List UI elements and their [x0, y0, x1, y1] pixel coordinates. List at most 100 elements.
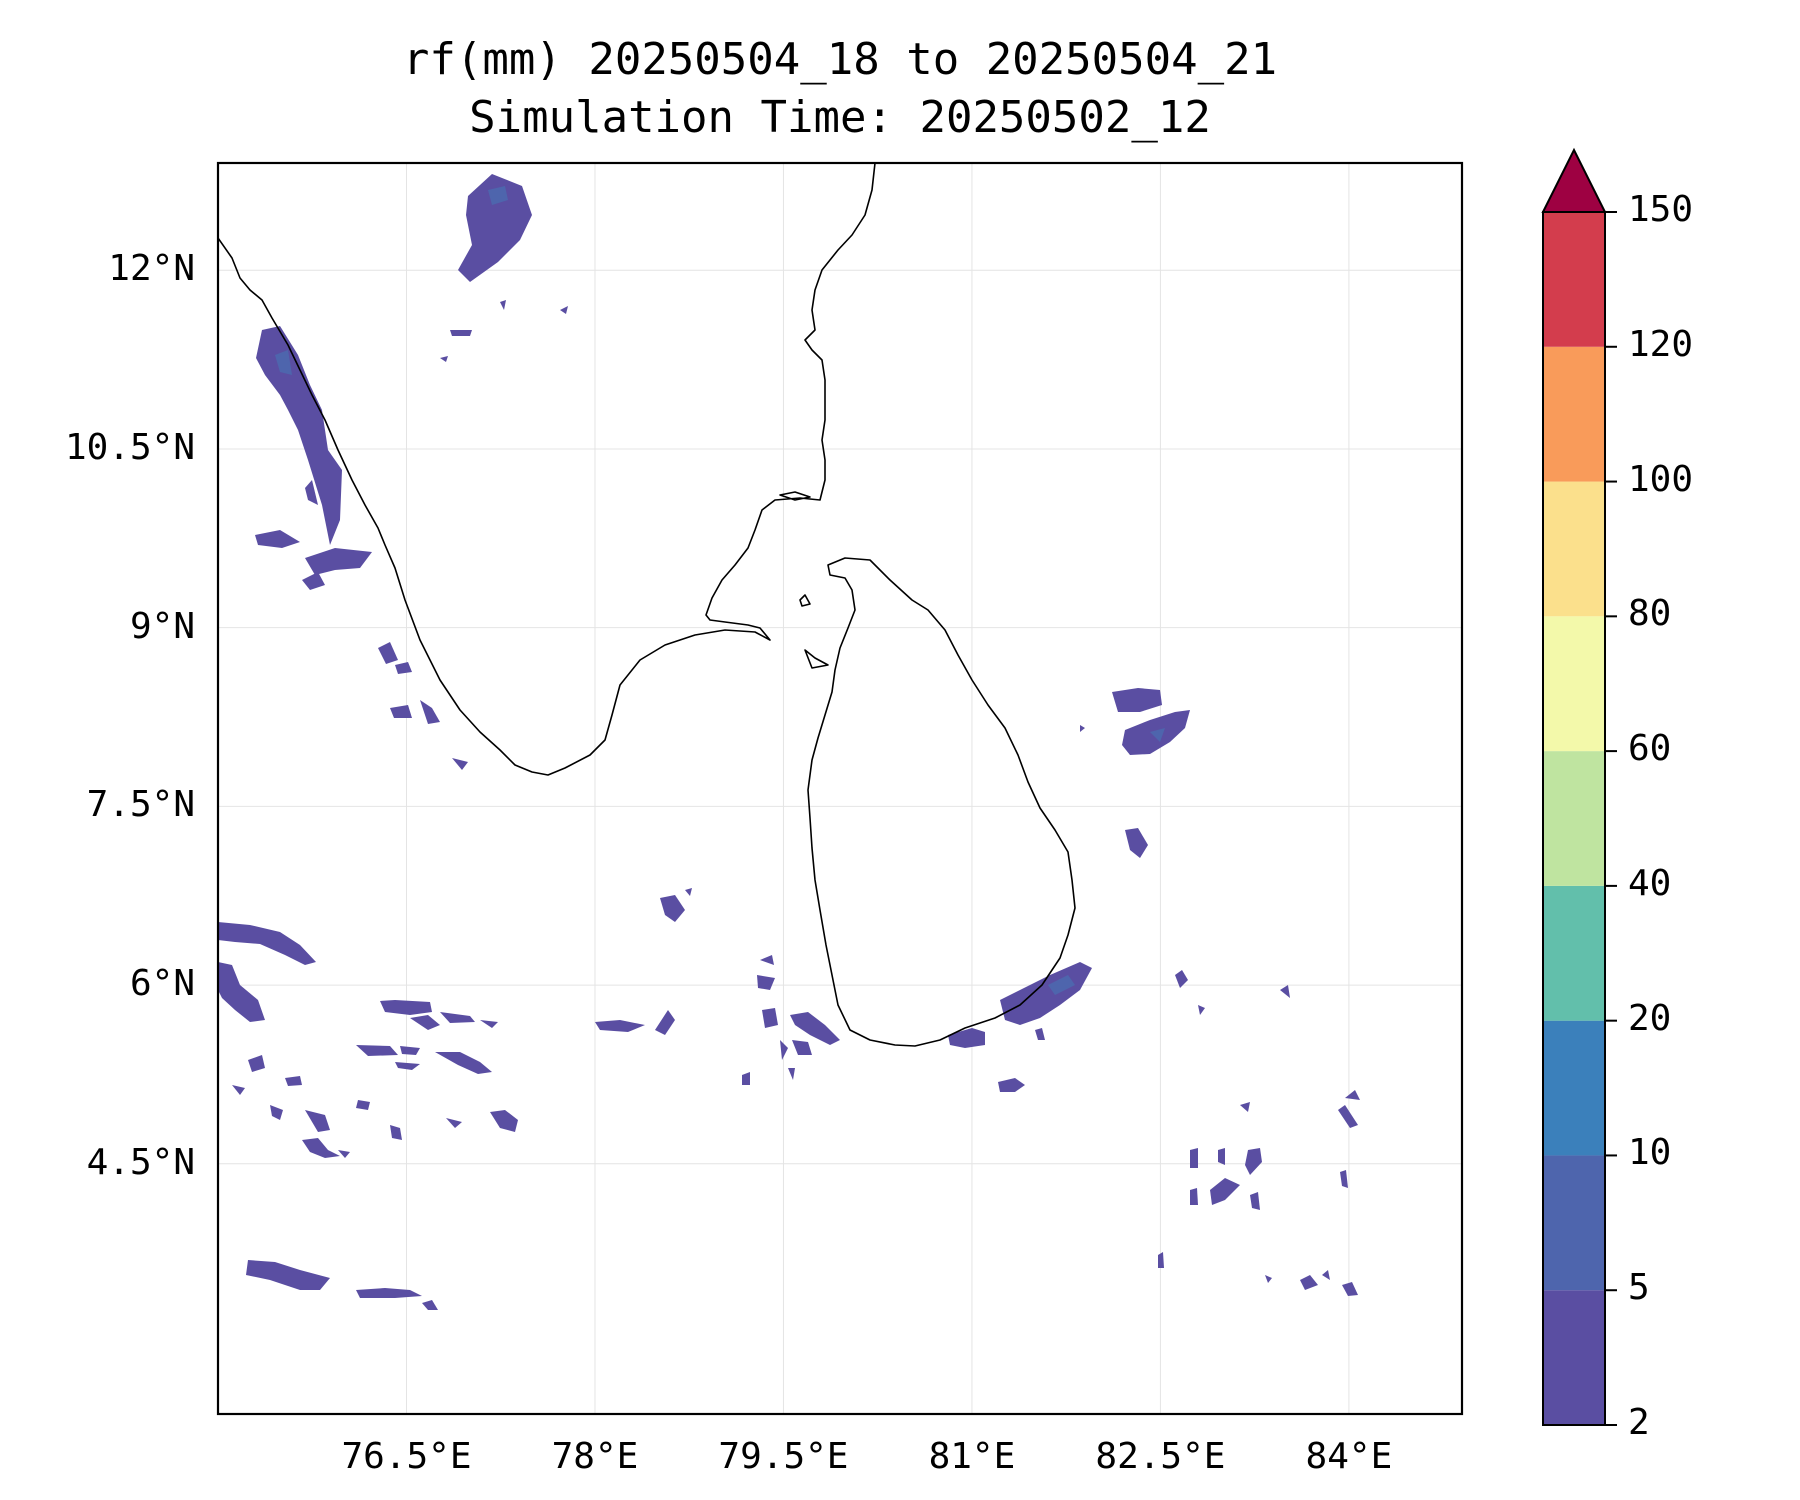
colorbar-segment	[1543, 346, 1605, 482]
lon-tick-label: 81°E	[928, 1436, 1016, 1477]
rain-patch	[422, 1300, 438, 1310]
colorbar-tick-label: 10	[1628, 1132, 1672, 1174]
rain-patch	[380, 1000, 432, 1015]
rain-patch	[446, 1118, 462, 1128]
rain-patch	[410, 1015, 440, 1030]
rain-patch	[246, 1260, 330, 1290]
rain-patch	[1218, 1148, 1225, 1165]
rain-patch	[218, 922, 316, 965]
colorbar-segment	[1543, 885, 1605, 1021]
rain-patch	[1080, 725, 1085, 732]
rain-patch	[338, 1150, 350, 1158]
rain-patch	[1338, 1105, 1358, 1128]
rain-patch	[400, 1046, 420, 1055]
lon-tick-label: 79.5°E	[718, 1436, 849, 1477]
rain-patch	[255, 530, 300, 548]
rain-patch	[1210, 1178, 1240, 1205]
colorbar-tick-label: 100	[1628, 458, 1694, 500]
rain-patch	[1198, 1005, 1205, 1015]
lon-tick-label: 76.5°E	[341, 1436, 472, 1477]
rain-patch	[302, 1138, 340, 1158]
rain-patch	[655, 1010, 675, 1035]
lat-tick-label: 7.5°N	[86, 784, 195, 826]
rain-patch	[660, 895, 685, 922]
colorbar-tick-label: 150	[1628, 189, 1694, 230]
colorbar-tick-label: 20	[1628, 997, 1672, 1039]
rain-patch	[1342, 1282, 1358, 1296]
rain-patch	[792, 1040, 812, 1055]
colorbar-segment	[1543, 212, 1605, 347]
lat-tick-label: 10.5°N	[64, 426, 195, 468]
rain-patch	[378, 642, 398, 664]
rain-patch	[560, 306, 568, 314]
rain-patch	[1240, 1102, 1250, 1112]
rain-patch	[780, 1040, 788, 1060]
rain-patch-core	[488, 186, 508, 205]
rain-patch	[490, 1110, 518, 1132]
island-coastline	[804, 649, 829, 669]
rain-patch	[305, 548, 372, 575]
rain-patch	[395, 662, 412, 674]
lat-tick-label: 6°N	[129, 963, 195, 1005]
lat-tick-label: 9°N	[129, 605, 195, 647]
chart-title-line-2: Simulation Time: 20250502_12	[469, 92, 1211, 143]
rain-patch	[248, 1055, 265, 1072]
rain-patch	[1158, 1252, 1164, 1268]
lon-tick-label: 82.5°E	[1095, 1436, 1226, 1477]
map-frame	[216, 161, 1464, 1416]
rain-patch	[1112, 688, 1162, 712]
rain-patch	[1035, 1028, 1045, 1040]
rain-patch	[500, 300, 506, 310]
lat-tick-label: 12°N	[108, 248, 195, 290]
rain-patch	[685, 888, 692, 896]
rain-patch-core	[1048, 975, 1075, 995]
lon-tick-label: 78°E	[551, 1436, 639, 1477]
island-coastline	[799, 594, 811, 607]
colorbar-segment	[1543, 1020, 1605, 1156]
island-coastline	[779, 491, 811, 501]
colorbar-extend-arrow	[1541, 147, 1607, 213]
rain-patch	[450, 330, 472, 336]
map-gridlines	[218, 163, 1462, 1414]
lat-tick-label: 4.5°N	[86, 1141, 195, 1183]
rain-patch	[302, 572, 325, 590]
rain-patch	[395, 1062, 420, 1070]
rain-patch	[1190, 1188, 1198, 1205]
rain-patch	[1250, 1192, 1260, 1210]
rain-patch	[256, 326, 342, 545]
rain-patch-core	[1150, 728, 1165, 742]
colorbar-tick-label: 80	[1628, 593, 1672, 635]
rain-patch	[1280, 985, 1290, 998]
india-coastline	[218, 163, 876, 776]
colorbar-segment	[1543, 1290, 1605, 1425]
rain-patch	[788, 1068, 795, 1080]
rain-patch	[285, 1076, 302, 1086]
rain-patch	[760, 955, 774, 965]
rain-patch	[390, 1125, 402, 1140]
colorbar-segment	[1543, 481, 1605, 617]
colorbar-segment	[1543, 616, 1605, 752]
rain-patch	[305, 1110, 330, 1132]
coastline	[218, 163, 1076, 1047]
sri-lanka-coastline	[807, 557, 1076, 1047]
rain-patch	[595, 1020, 645, 1032]
rain-patch	[440, 1012, 475, 1023]
rain-patch	[1340, 1170, 1348, 1188]
rain-patch	[452, 758, 468, 770]
rain-patch	[1265, 1275, 1272, 1283]
rain-patch	[232, 1085, 245, 1095]
rain-patch	[390, 705, 412, 718]
colorbar-frame	[1542, 211, 1606, 1426]
rain-patch	[480, 1020, 498, 1028]
rain-patch	[356, 1288, 422, 1298]
rain-patch	[1345, 1090, 1360, 1100]
rain-patch	[420, 700, 440, 724]
colorbar-tick-label: 2	[1628, 1402, 1650, 1443]
colorbar-segment	[1543, 751, 1605, 886]
colorbar-segment	[1543, 1155, 1605, 1291]
colorbar	[1541, 147, 1617, 1426]
rain-patch	[305, 480, 318, 505]
rain-patch	[218, 962, 265, 1022]
rain-patch-core	[275, 350, 292, 375]
rain-patch	[1190, 1148, 1198, 1168]
